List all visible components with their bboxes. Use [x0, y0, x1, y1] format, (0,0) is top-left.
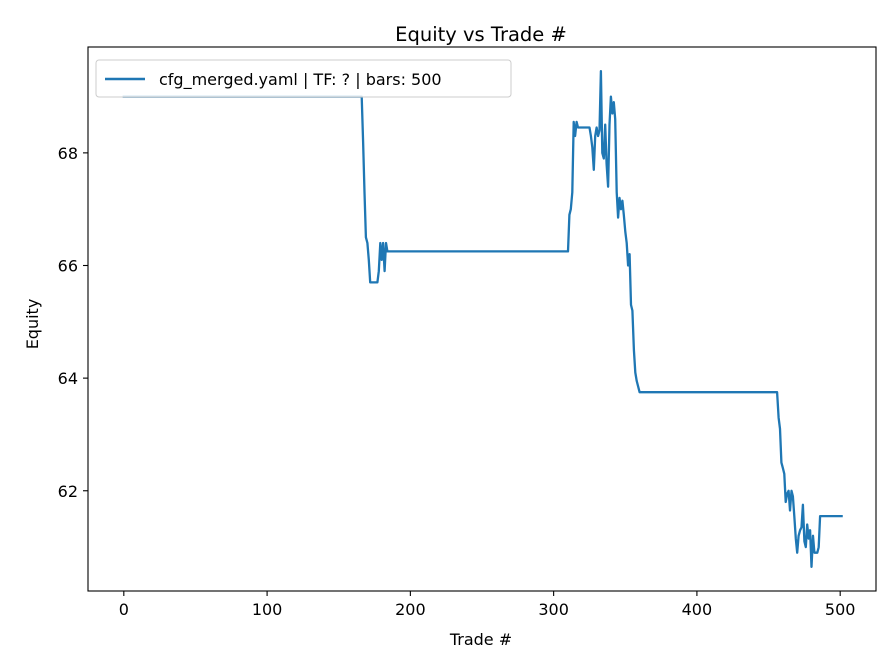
- x-tick-label: 500: [825, 600, 856, 619]
- x-tick-label: 0: [119, 600, 129, 619]
- legend: cfg_merged.yaml | TF: ? | bars: 500: [95, 59, 512, 98]
- chart-title: Equity vs Trade #: [395, 23, 567, 46]
- y-axis-label: Equity: [23, 299, 42, 350]
- y-tick-label: 64: [58, 369, 78, 388]
- legend-box: [95, 59, 512, 98]
- y-tick-label: 66: [58, 257, 78, 276]
- axes-frame: [87, 46, 877, 592]
- x-tick-label: 400: [682, 600, 713, 619]
- x-axis-label: Trade #: [449, 630, 512, 649]
- x-tick-label: 100: [252, 600, 283, 619]
- legend-label: cfg_merged.yaml | TF: ? | bars: 500: [159, 70, 442, 90]
- x-tick-label: 300: [538, 600, 569, 619]
- series-line-0: [122, 70, 843, 568]
- y-tick-label: 62: [58, 482, 78, 501]
- x-tick-label: 200: [395, 600, 426, 619]
- y-tick-label: 68: [58, 144, 78, 163]
- plot-area: [122, 70, 843, 568]
- axes: 0 100 200 300 400 500 62 64 66 68: [58, 46, 877, 619]
